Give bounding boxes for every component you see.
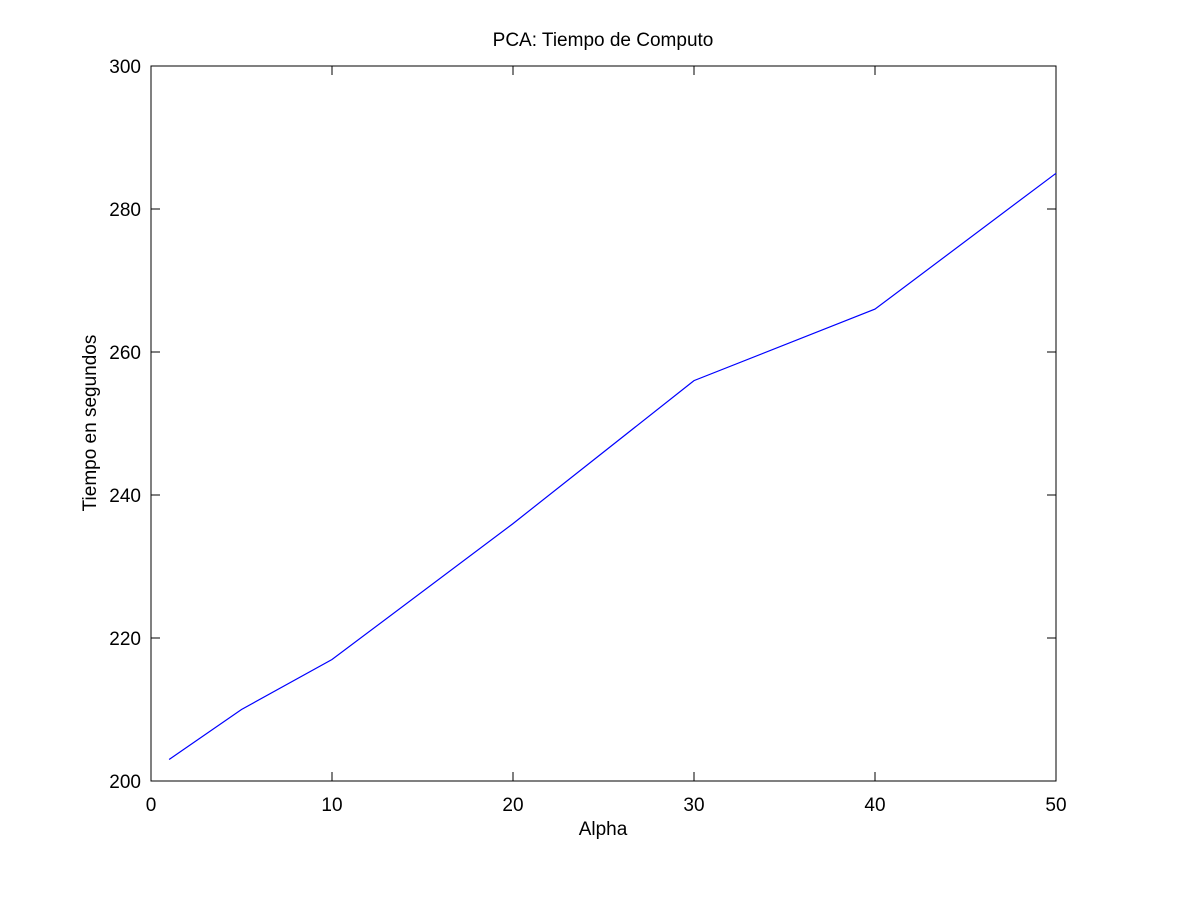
y-tick-label: 240 [109,486,141,507]
y-tick-label: 260 [109,343,141,364]
chart-title: PCA: Tiempo de Computo [493,30,714,51]
plot-frame [150,65,1057,782]
x-tick-label: 20 [502,795,523,816]
x-tick-label: 50 [1045,795,1066,816]
x-tick-label: 30 [683,795,704,816]
y-axis-ticks: 200 220 240 260 280 300 [109,57,1056,793]
y-tick-label: 200 [109,772,141,793]
x-tick-label: 0 [146,795,157,816]
y-axis-label: Tiempo en segundos [80,335,101,512]
series-line [168,172,1057,760]
x-axis-ticks: 0 10 20 30 40 50 [146,66,1067,816]
y-tick-label: 280 [109,200,141,221]
series-layer [168,172,1057,760]
y-tick-label: 220 [109,629,141,650]
x-tick-label: 40 [864,795,885,816]
x-axis-label: Alpha [579,819,628,840]
x-tick-label: 10 [321,795,342,816]
y-tick-label: 300 [109,57,141,78]
